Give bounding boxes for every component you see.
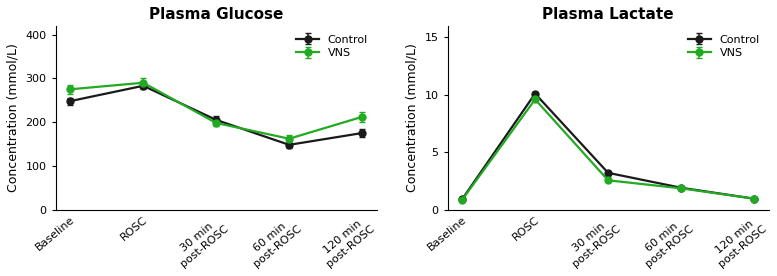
Y-axis label: Concentration (mmol/L): Concentration (mmol/L) bbox=[7, 43, 20, 192]
Legend: Control, VNS: Control, VNS bbox=[685, 31, 763, 62]
Title: Plasma Glucose: Plasma Glucose bbox=[149, 7, 284, 22]
Y-axis label: Concentration (mmol/L): Concentration (mmol/L) bbox=[406, 43, 419, 192]
Title: Plasma Lactate: Plasma Lactate bbox=[542, 7, 674, 22]
Legend: Control, VNS: Control, VNS bbox=[293, 31, 371, 62]
